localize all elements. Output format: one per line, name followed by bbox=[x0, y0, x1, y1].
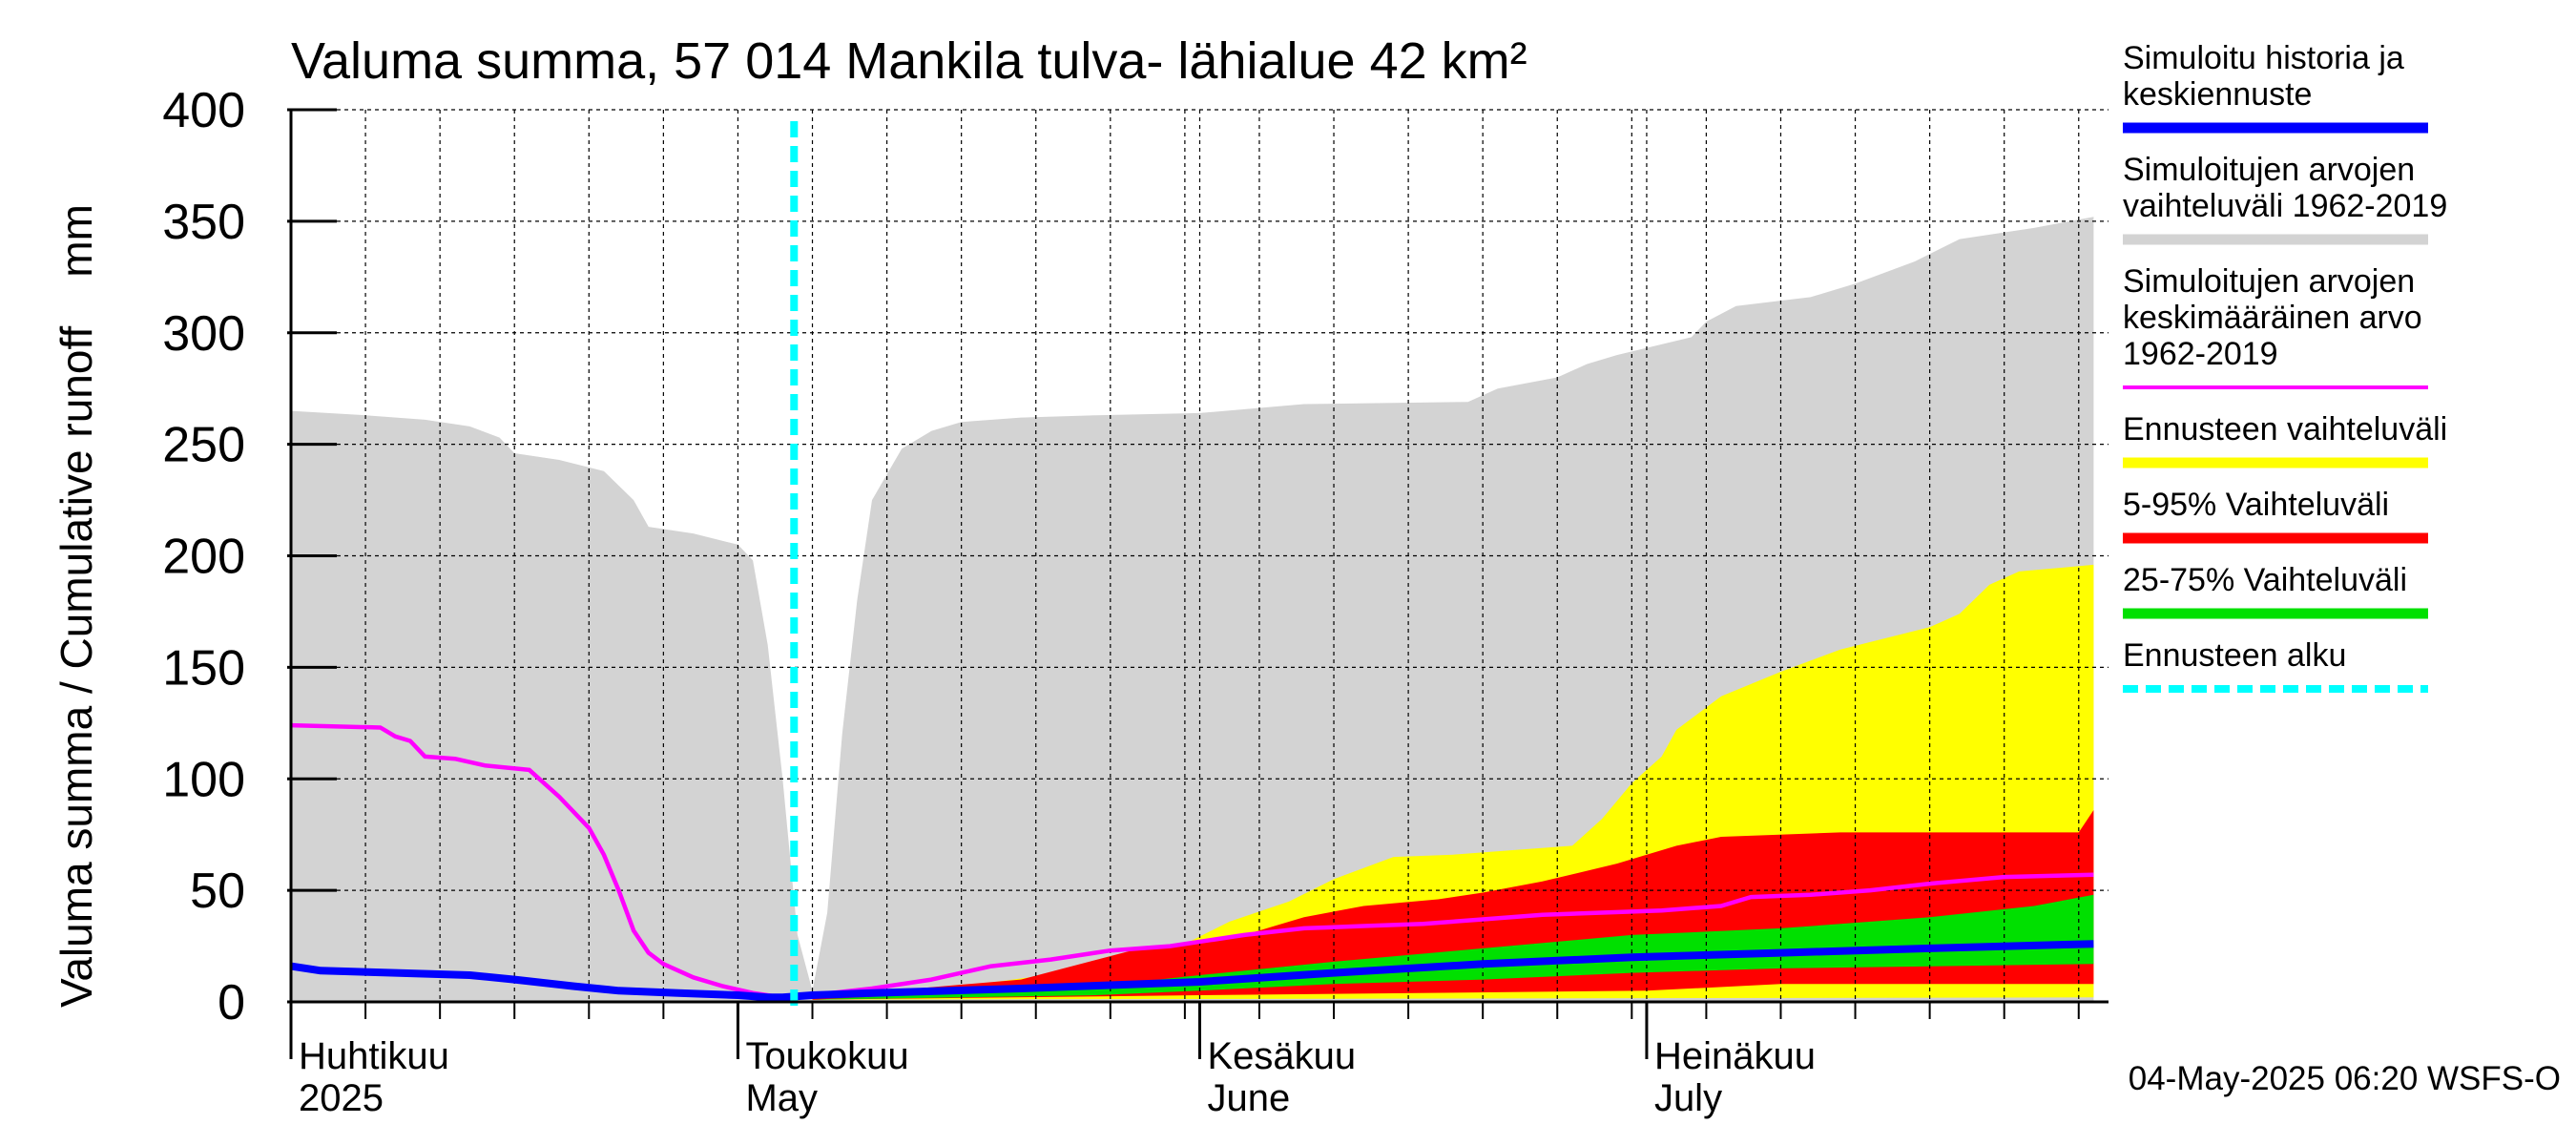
legend-label-1: vaihteluväli 1962-2019 bbox=[2123, 188, 2447, 224]
band-series-3 bbox=[812, 894, 2094, 1000]
y-tick-label: 150 bbox=[162, 640, 245, 696]
footer-timestamp: 04-May-2025 06:20 WSFS-O bbox=[2129, 1060, 2561, 1097]
legend-label-4: 5-95% Vaihteluväli bbox=[2123, 487, 2389, 523]
month-label-fi: Toukokuu bbox=[745, 1035, 908, 1077]
legend-label-0: keskiennuste bbox=[2123, 76, 2312, 113]
y-axis-label: Valuma summa / Cumulative runoff mm bbox=[52, 204, 101, 1008]
band-layer bbox=[291, 217, 2094, 1002]
y-tick-label: 400 bbox=[162, 83, 245, 138]
month-label-en: June bbox=[1208, 1077, 1291, 1119]
y-tick-label: 100 bbox=[162, 752, 245, 807]
legend-label-2: 1962-2019 bbox=[2123, 336, 2278, 372]
month-label-en: July bbox=[1654, 1077, 1722, 1119]
month-label-fi: Huhtikuu bbox=[299, 1035, 449, 1077]
y-tick-label: 300 bbox=[162, 306, 245, 362]
legend-label-6: Ennusteen alku bbox=[2123, 637, 2346, 674]
y-tick-label: 50 bbox=[190, 864, 245, 919]
legend-label-3: Ennusteen vaihteluväli bbox=[2123, 411, 2447, 448]
line-layer bbox=[290, 121, 2094, 1007]
y-tick-label: 200 bbox=[162, 530, 245, 585]
y-tick-label: 0 bbox=[218, 975, 245, 1030]
month-label-en: 2025 bbox=[299, 1077, 384, 1119]
month-label-en: May bbox=[745, 1077, 818, 1119]
legend-label-0: Simuloitu historia ja bbox=[2123, 40, 2404, 76]
legend-label-2: Simuloitujen arvojen bbox=[2123, 263, 2415, 300]
month-label-fi: Heinäkuu bbox=[1654, 1035, 1816, 1077]
y-tick-label: 250 bbox=[162, 418, 245, 473]
legend-label-5: 25-75% Vaihteluväli bbox=[2123, 562, 2407, 598]
month-label-fi: Kesäkuu bbox=[1208, 1035, 1357, 1077]
legend-label-1: Simuloitujen arvojen bbox=[2123, 152, 2415, 188]
legend-label-2: keskimääräinen arvo bbox=[2123, 300, 2422, 336]
line-series-5 bbox=[290, 940, 2094, 1002]
y-tick-label: 350 bbox=[162, 195, 245, 250]
chart-title: Valuma summa, 57 014 Mankila tulva- lähi… bbox=[291, 32, 1527, 90]
line-series-4 bbox=[290, 722, 2094, 1000]
grid-layer bbox=[291, 109, 2109, 1002]
